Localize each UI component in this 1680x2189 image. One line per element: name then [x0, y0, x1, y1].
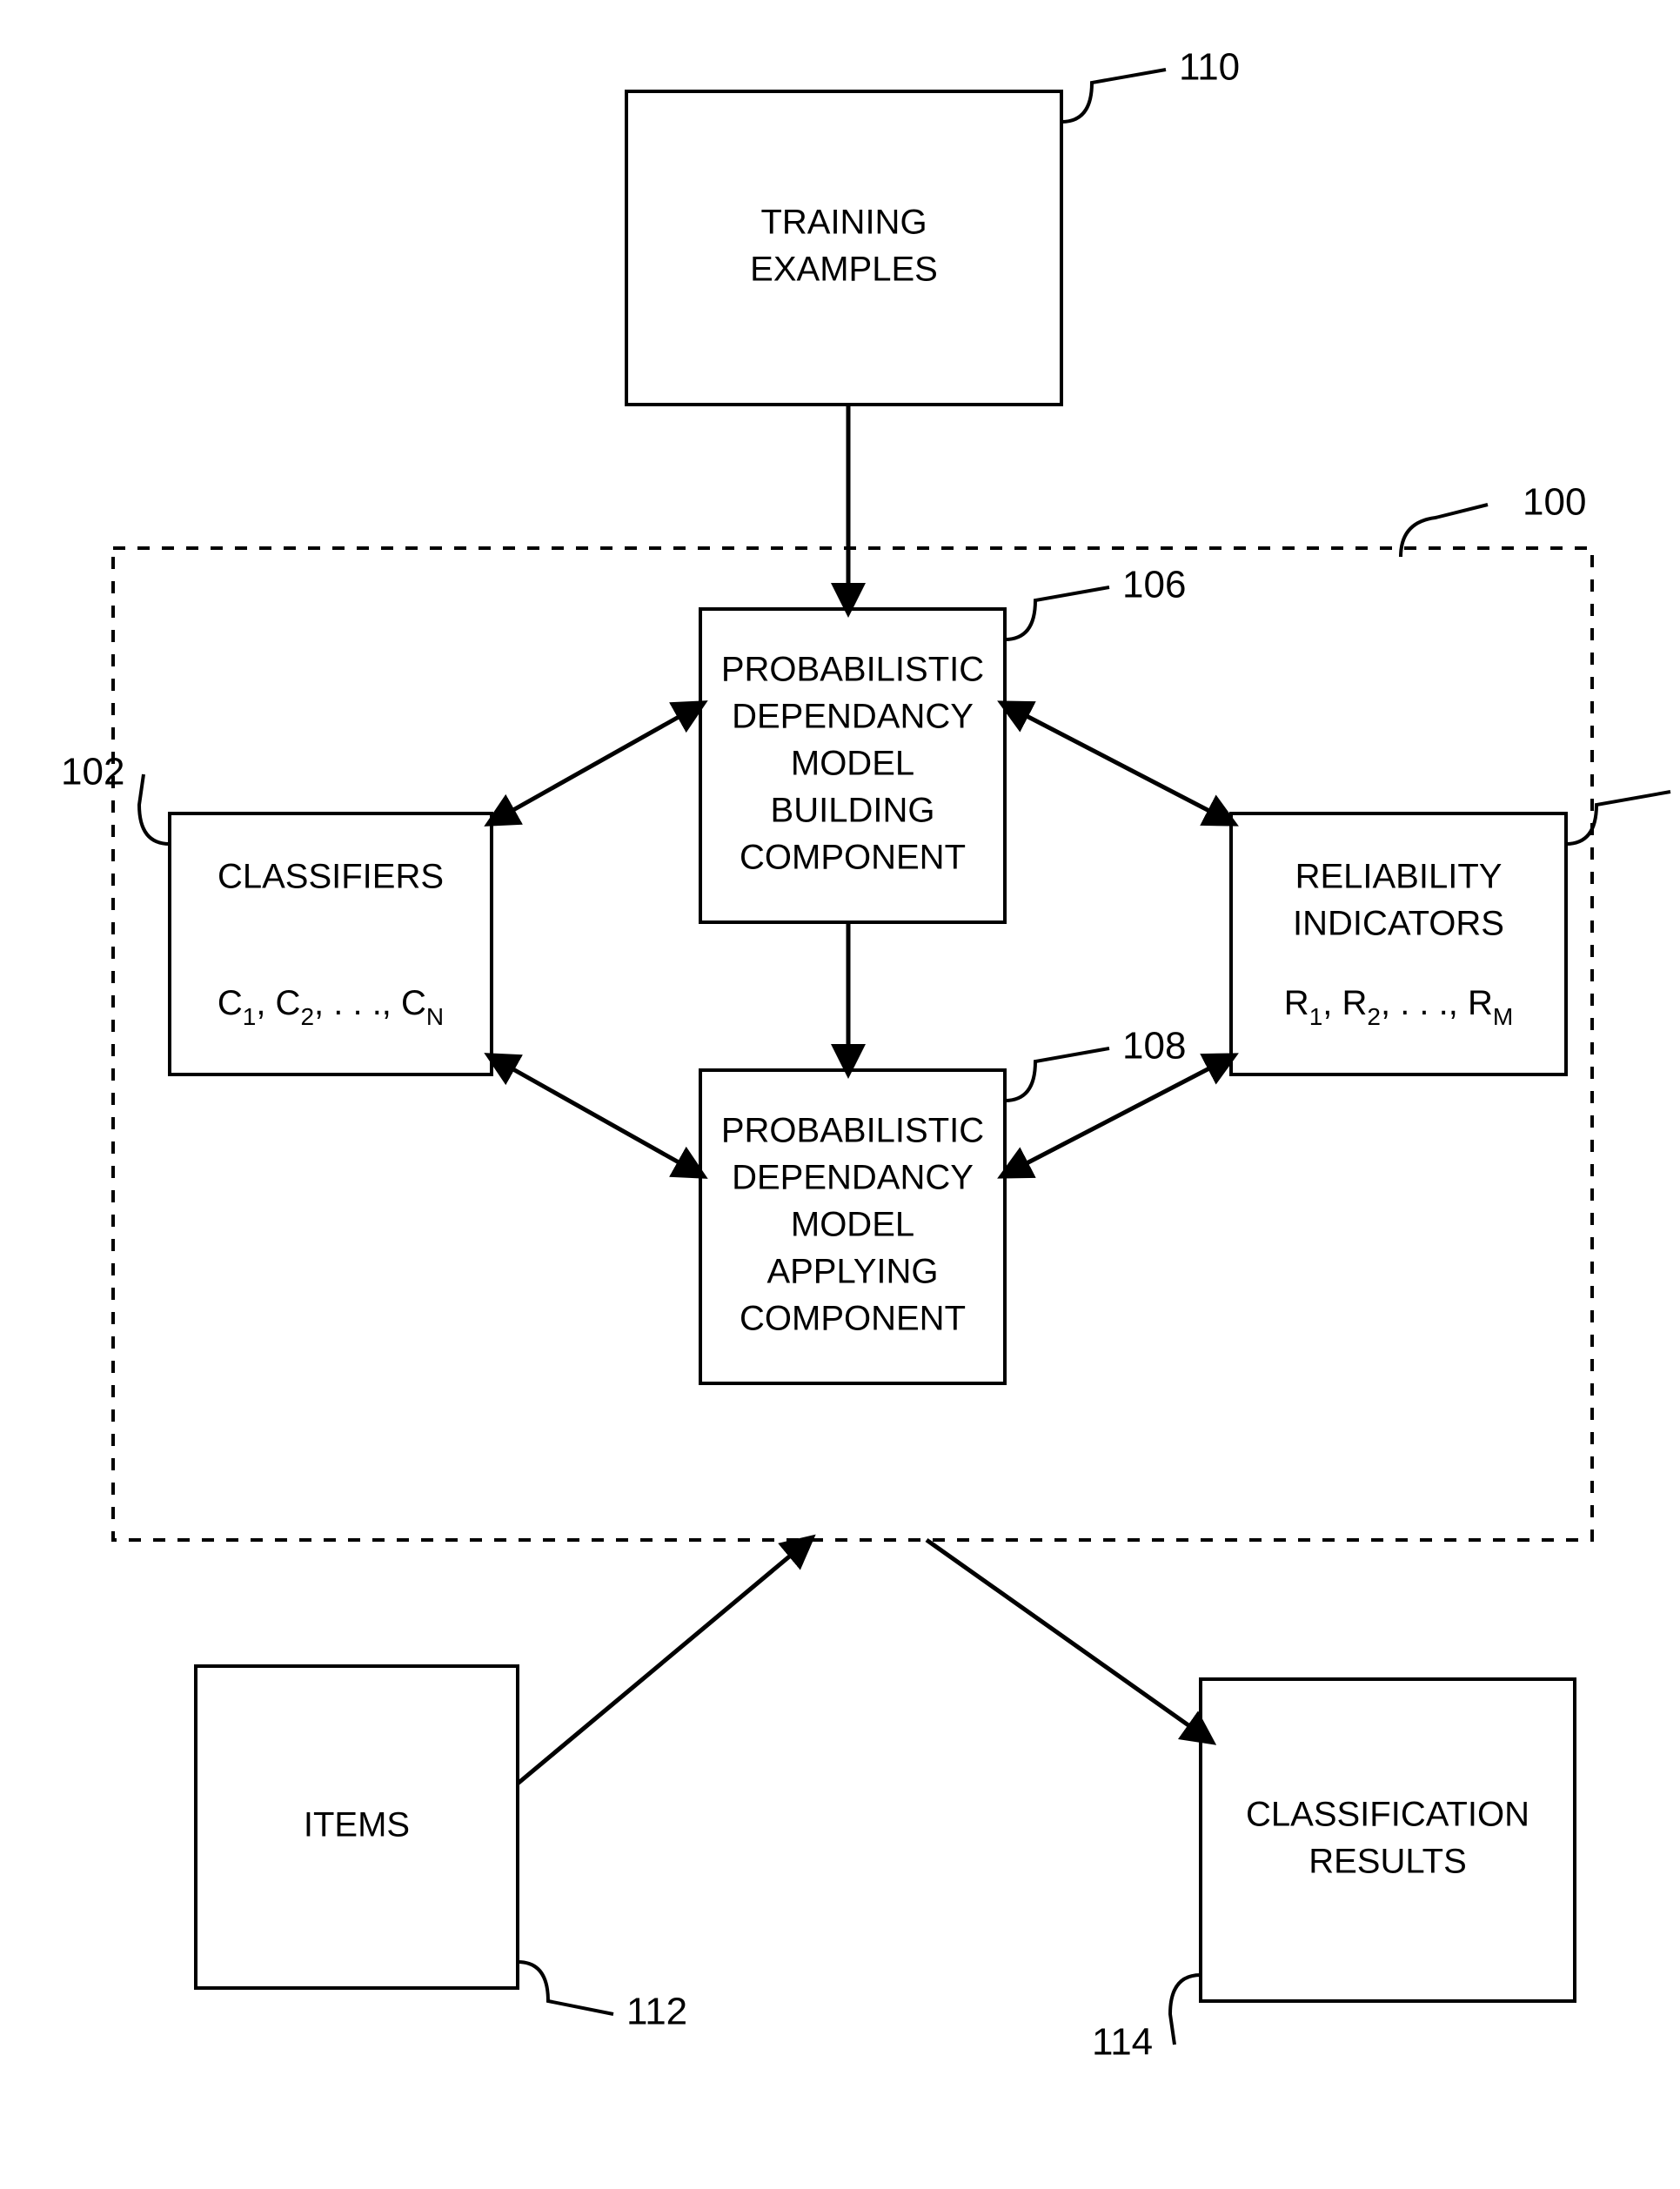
- edge: [1005, 705, 1231, 822]
- training-line: TRAINING: [760, 204, 927, 242]
- ref-112: 112: [626, 1991, 687, 2033]
- edge: [518, 1540, 809, 1784]
- items-line: ITEMS: [304, 1806, 410, 1844]
- leader: [518, 1962, 613, 2014]
- building-line: DEPENDANCY: [732, 698, 974, 736]
- results-box: [1201, 1679, 1575, 2001]
- leader: [1061, 70, 1166, 122]
- ref-114: 114: [1092, 2021, 1153, 2064]
- ref-102: 102: [61, 751, 124, 793]
- ref-100: 100: [1523, 481, 1586, 524]
- building-line: MODEL: [791, 745, 914, 783]
- classifiers-line: CLASSIFIERS: [218, 858, 444, 896]
- results-line: CLASSIFICATION: [1246, 1796, 1529, 1834]
- building-line: COMPONENT: [740, 839, 966, 877]
- reliability-box: [1231, 813, 1566, 1074]
- building-line: PROBABILISTIC: [721, 651, 984, 689]
- reliability-line: RELIABILITY: [1295, 858, 1503, 896]
- edge: [492, 1057, 700, 1175]
- leader: [1566, 792, 1670, 844]
- leader: [139, 774, 170, 844]
- reliability-line: INDICATORS: [1293, 905, 1504, 943]
- edge: [1005, 1057, 1231, 1175]
- applying-line: COMPONENT: [740, 1300, 966, 1338]
- edge: [492, 705, 700, 822]
- applying-line: PROBABILISTIC: [721, 1112, 984, 1150]
- results-line: RESULTS: [1309, 1843, 1467, 1881]
- ref-106: 106: [1122, 564, 1186, 606]
- edge: [927, 1540, 1209, 1740]
- leader: [1005, 1048, 1109, 1101]
- leader: [1005, 587, 1109, 639]
- training-box: [626, 91, 1061, 405]
- building-line: BUILDING: [771, 792, 935, 830]
- applying-line: APPLYING: [766, 1253, 938, 1291]
- leader: [1170, 1975, 1201, 2045]
- applying-line: DEPENDANCY: [732, 1159, 974, 1197]
- training-line: EXAMPLES: [750, 251, 938, 289]
- classifiers-box: [170, 813, 492, 1074]
- applying-line: MODEL: [791, 1206, 914, 1244]
- ref-110: 110: [1179, 46, 1240, 89]
- ref-108: 108: [1122, 1025, 1186, 1068]
